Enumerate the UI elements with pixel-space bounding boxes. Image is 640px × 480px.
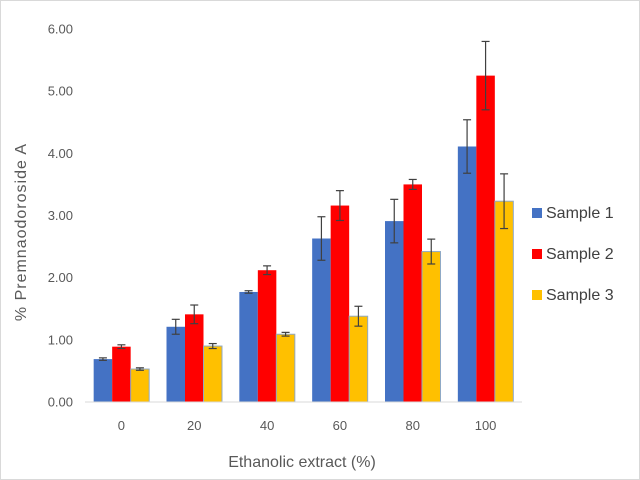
legend-swatch — [532, 290, 542, 300]
bar — [312, 238, 331, 402]
bar — [112, 346, 131, 402]
bar — [330, 205, 350, 402]
bar — [348, 315, 369, 403]
legend-swatch — [532, 208, 542, 218]
bar — [166, 326, 185, 402]
bar — [403, 184, 422, 402]
bar — [257, 270, 277, 402]
x-tick-label: 0 — [118, 418, 125, 433]
x-axis-title: Ethanolic extract (%) — [228, 454, 376, 471]
bar — [476, 75, 495, 402]
bar — [130, 368, 150, 403]
y-tick-label: 5.00 — [48, 84, 73, 99]
bar — [275, 333, 296, 403]
x-tick-label: 60 — [333, 418, 347, 433]
x-axis-ticks: 0 20 40 60 80 100 — [118, 418, 497, 433]
legend-swatch — [532, 249, 542, 259]
y-tick-label: 3.00 — [48, 208, 73, 223]
legend: Sample 1 Sample 2 Sample 3 — [532, 205, 614, 304]
y-axis-title: % Premnaodoroside A — [13, 143, 30, 321]
y-tick-label: 6.00 — [48, 22, 73, 37]
bar — [385, 221, 404, 402]
legend-label: Sample 3 — [546, 287, 614, 304]
bar — [203, 345, 223, 403]
bar — [239, 291, 258, 402]
bar — [494, 200, 514, 403]
legend-label: Sample 1 — [546, 205, 614, 222]
bar — [93, 359, 113, 402]
error-bars — [98, 40, 509, 371]
y-tick-label: 1.00 — [48, 332, 73, 347]
bar — [185, 314, 204, 402]
bar — [421, 251, 441, 403]
x-tick-label: 100 — [475, 418, 497, 433]
x-tick-label: 80 — [406, 418, 420, 433]
y-tick-label: 0.00 — [48, 395, 73, 410]
bar-series — [93, 75, 514, 403]
x-tick-label: 20 — [187, 418, 201, 433]
y-tick-label: 4.00 — [48, 146, 73, 161]
y-tick-label: 2.00 — [48, 270, 73, 285]
legend-label: Sample 2 — [546, 246, 614, 263]
x-tick-label: 40 — [260, 418, 274, 433]
y-axis-ticks: 0.00 1.00 2.00 3.00 4.00 5.00 6.00 — [48, 22, 73, 410]
bar — [457, 146, 477, 402]
